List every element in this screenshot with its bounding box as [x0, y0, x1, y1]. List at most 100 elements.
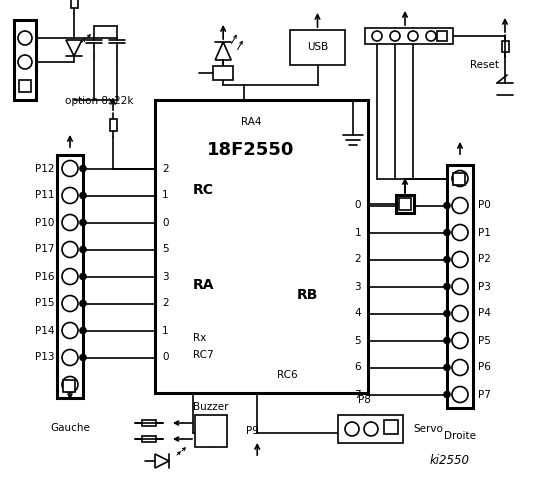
- Text: 1: 1: [162, 191, 169, 201]
- Circle shape: [452, 386, 468, 403]
- Circle shape: [80, 355, 86, 360]
- Circle shape: [452, 225, 468, 240]
- Text: P9: P9: [246, 426, 258, 436]
- Text: P5: P5: [478, 336, 491, 346]
- Text: P0: P0: [478, 201, 491, 211]
- Text: 5: 5: [354, 336, 361, 346]
- Text: RC6: RC6: [276, 370, 298, 380]
- Bar: [19, 80, 31, 92]
- Circle shape: [444, 337, 450, 344]
- Bar: [57, 155, 83, 398]
- Bar: [14, 20, 36, 100]
- Text: P12: P12: [34, 164, 54, 173]
- Bar: [447, 165, 473, 408]
- Circle shape: [80, 274, 86, 279]
- Text: P8: P8: [358, 395, 371, 405]
- Text: option 8x22k: option 8x22k: [65, 96, 133, 106]
- Circle shape: [452, 278, 468, 295]
- Text: 3: 3: [354, 281, 361, 291]
- Bar: [502, 40, 509, 51]
- Circle shape: [62, 215, 78, 230]
- Text: RC7: RC7: [193, 350, 213, 360]
- Circle shape: [18, 31, 32, 45]
- Circle shape: [408, 31, 418, 41]
- Circle shape: [80, 247, 86, 252]
- Text: USB: USB: [307, 43, 328, 52]
- Text: RA: RA: [193, 278, 215, 292]
- Circle shape: [444, 256, 450, 263]
- Bar: [437, 31, 447, 41]
- Text: Servo: Servo: [413, 424, 443, 434]
- Text: P13: P13: [34, 352, 54, 362]
- Bar: [155, 100, 368, 393]
- Text: P1: P1: [478, 228, 491, 238]
- Circle shape: [62, 188, 78, 204]
- Circle shape: [426, 31, 436, 41]
- Bar: [338, 415, 403, 443]
- Text: Droite: Droite: [444, 431, 476, 441]
- Text: RB: RB: [296, 288, 318, 302]
- Text: P14: P14: [34, 325, 54, 336]
- Text: 1: 1: [354, 228, 361, 238]
- Bar: [195, 415, 227, 447]
- Text: 2: 2: [162, 299, 169, 309]
- Text: P3: P3: [478, 281, 491, 291]
- Circle shape: [62, 349, 78, 365]
- Text: 1: 1: [162, 325, 169, 336]
- Circle shape: [452, 197, 468, 214]
- Bar: [290, 30, 345, 65]
- Circle shape: [444, 364, 450, 371]
- Bar: [142, 436, 156, 442]
- Circle shape: [62, 296, 78, 312]
- Text: P7: P7: [478, 389, 491, 399]
- Circle shape: [372, 31, 382, 41]
- Text: 0: 0: [354, 201, 361, 211]
- Circle shape: [62, 241, 78, 257]
- Circle shape: [80, 300, 86, 307]
- Text: RA4: RA4: [241, 117, 261, 127]
- Text: 18F2550: 18F2550: [207, 141, 295, 159]
- Circle shape: [80, 192, 86, 199]
- Circle shape: [62, 323, 78, 338]
- Circle shape: [444, 229, 450, 236]
- Text: 0: 0: [162, 217, 169, 228]
- Text: Buzzer: Buzzer: [193, 402, 229, 412]
- Circle shape: [62, 376, 78, 393]
- Circle shape: [80, 219, 86, 226]
- Text: P17: P17: [34, 244, 54, 254]
- Circle shape: [444, 392, 450, 397]
- Text: Rx: Rx: [193, 333, 206, 343]
- Bar: [384, 420, 398, 434]
- Bar: [109, 119, 117, 131]
- Text: P16: P16: [34, 272, 54, 281]
- Text: P4: P4: [478, 309, 491, 319]
- Text: 5: 5: [162, 244, 169, 254]
- Bar: [399, 198, 411, 210]
- Circle shape: [364, 422, 378, 436]
- Circle shape: [62, 268, 78, 285]
- Text: P2: P2: [478, 254, 491, 264]
- Circle shape: [444, 311, 450, 316]
- Text: 2: 2: [162, 164, 169, 173]
- Text: P6: P6: [478, 362, 491, 372]
- Bar: [142, 420, 156, 426]
- Circle shape: [80, 166, 86, 171]
- Bar: [365, 28, 453, 44]
- Text: 7: 7: [354, 389, 361, 399]
- Text: P10: P10: [35, 217, 54, 228]
- Circle shape: [444, 284, 450, 289]
- Circle shape: [18, 55, 32, 69]
- Circle shape: [452, 333, 468, 348]
- Text: Reset: Reset: [470, 60, 499, 70]
- Bar: [70, 0, 77, 8]
- Text: 4: 4: [354, 309, 361, 319]
- Circle shape: [452, 252, 468, 267]
- Bar: [453, 172, 465, 184]
- Text: 2: 2: [354, 254, 361, 264]
- Text: 6: 6: [354, 362, 361, 372]
- Text: ki2550: ki2550: [430, 454, 470, 467]
- Bar: [63, 380, 75, 392]
- Circle shape: [452, 360, 468, 375]
- Circle shape: [452, 305, 468, 322]
- Circle shape: [390, 31, 400, 41]
